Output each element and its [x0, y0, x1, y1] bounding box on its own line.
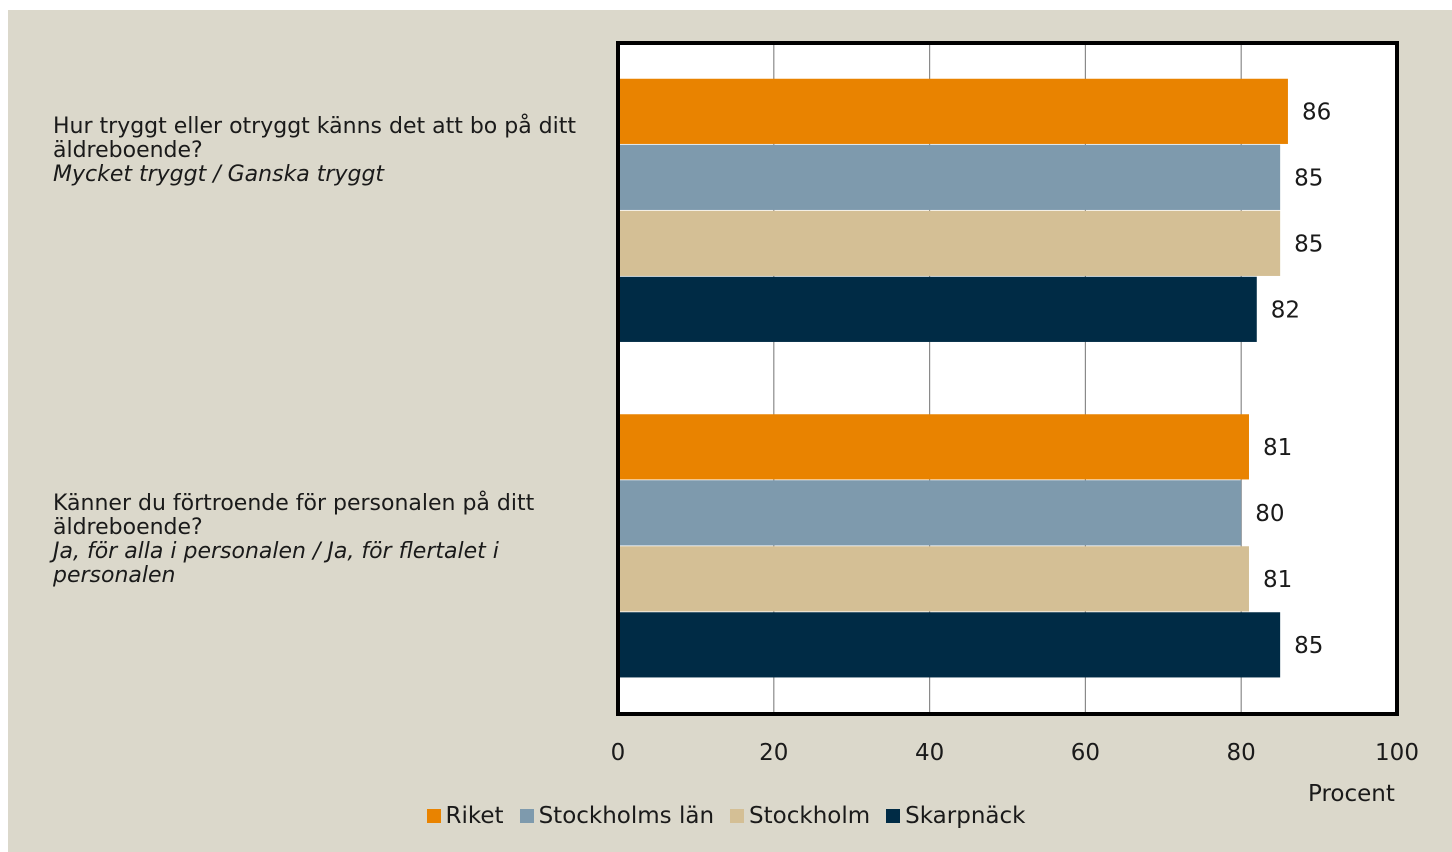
x-tick-label: 80 — [1227, 740, 1256, 766]
legend-label: Stockholm — [749, 803, 871, 829]
category-answer: Ja, för alla i personalen / Ja, för fler… — [53, 539, 499, 588]
bar — [618, 480, 1242, 546]
x-axis-title: Procent — [1308, 781, 1395, 807]
legend-item: Riket — [426, 803, 504, 829]
x-tick-label: 0 — [611, 740, 626, 766]
data-label: 81 — [1263, 567, 1292, 593]
legend: Riket Stockholms län Stockholm Skarpnäck — [0, 803, 1452, 829]
legend-item: Stockholms län — [519, 803, 715, 829]
x-tick-label: 100 — [1375, 740, 1419, 766]
data-label: 80 — [1255, 501, 1284, 527]
data-label: 86 — [1302, 99, 1331, 125]
bar — [618, 546, 1249, 612]
x-tick-label: 60 — [1071, 740, 1100, 766]
data-label: 81 — [1263, 435, 1292, 461]
legend-label: Riket — [445, 803, 504, 829]
data-label: 85 — [1294, 231, 1323, 257]
legend-swatch — [426, 809, 441, 823]
legend-item: Skarpnäck — [886, 803, 1025, 829]
data-label: 85 — [1294, 165, 1323, 191]
category-question: Hur tryggt eller otryggt känns det att b… — [53, 114, 577, 163]
bar — [618, 78, 1288, 144]
category-answer: Mycket tryggt / Ganska tryggt — [53, 162, 385, 187]
bar — [618, 612, 1281, 678]
legend-item: Stockholm — [730, 803, 870, 829]
data-label: 82 — [1271, 297, 1300, 323]
x-tick-label: 20 — [759, 740, 788, 766]
bar — [618, 210, 1281, 276]
x-tick-label: 40 — [915, 740, 944, 766]
bar — [618, 276, 1257, 342]
legend-swatch — [886, 809, 901, 823]
category-label-trygghet: Hur tryggt eller otryggt känns det att b… — [53, 115, 598, 187]
legend-swatch — [730, 809, 745, 823]
legend-label: Skarpnäck — [905, 803, 1026, 829]
bar — [618, 144, 1281, 210]
category-question: Känner du förtroende för personalen på d… — [53, 491, 535, 540]
bar — [618, 414, 1249, 480]
plot-border — [616, 41, 1399, 716]
legend-swatch — [519, 809, 534, 823]
legend-label: Stockholms län — [538, 803, 715, 829]
category-label-fortroende: Känner du förtroende för personalen på d… — [53, 492, 598, 588]
data-label: 85 — [1294, 633, 1323, 659]
